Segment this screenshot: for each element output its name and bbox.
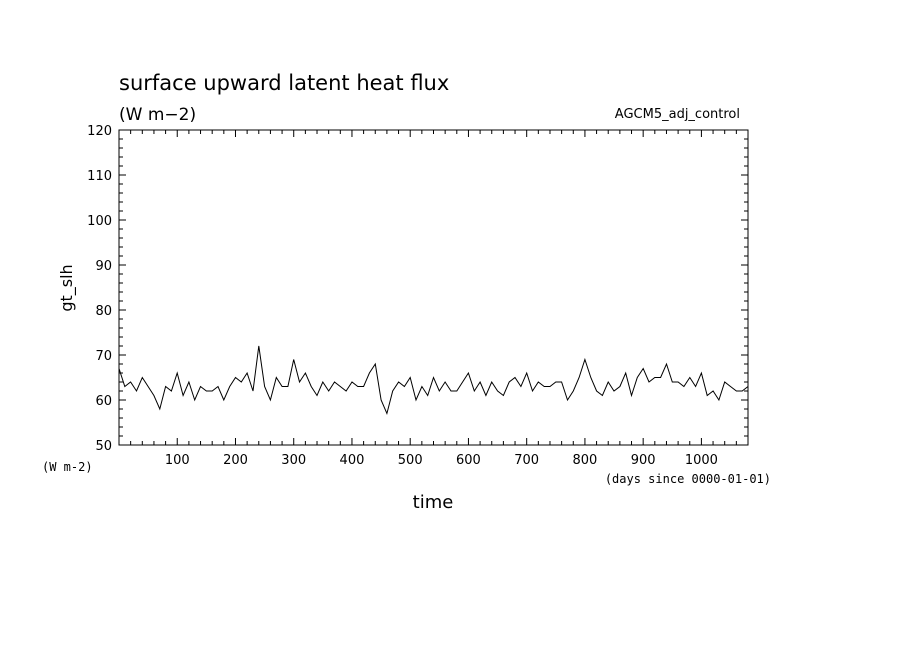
- x-tick-label: 400: [340, 453, 365, 468]
- plot-frame: [118, 129, 749, 446]
- y-tick-label: 60: [95, 394, 112, 409]
- x-tick-label: 800: [573, 453, 598, 468]
- y-tick-label: 70: [95, 349, 112, 364]
- chart-subtitle: (W m−2): [119, 105, 196, 125]
- run-annotation: AGCM5_adj_control: [615, 107, 740, 122]
- x-tick-label: 500: [398, 453, 423, 468]
- y-tick-label: 90: [95, 259, 112, 274]
- x-tick-label: 700: [514, 453, 539, 468]
- y-axis-label: gt_slh: [57, 264, 77, 311]
- x-tick-label: 600: [456, 453, 481, 468]
- x-axis-label: time: [413, 492, 454, 513]
- y-axis: 50 60 70 80 90 100 110 120: [87, 124, 748, 454]
- x-tick-label: 200: [223, 453, 248, 468]
- x-tick-label: 300: [281, 453, 306, 468]
- y-tick-label: 100: [87, 214, 112, 229]
- y-tick-label: 120: [87, 124, 112, 139]
- x-tick-label: 1000: [685, 453, 718, 468]
- chart-title: surface upward latent heat flux: [119, 71, 449, 95]
- x-tick-label: 100: [165, 453, 190, 468]
- x-tick-label: 900: [631, 453, 656, 468]
- y-axis-units: (W m-2): [42, 460, 93, 474]
- y-tick-label: 110: [87, 169, 112, 184]
- y-tick-label: 50: [95, 439, 112, 454]
- series-line: [118, 345, 749, 416]
- x-axis-units: (days since 0000-01-01): [605, 472, 771, 486]
- y-tick-label: 80: [95, 304, 112, 319]
- x-axis: 100 200 300 400 500 600 700 800 900 1000: [130, 130, 737, 468]
